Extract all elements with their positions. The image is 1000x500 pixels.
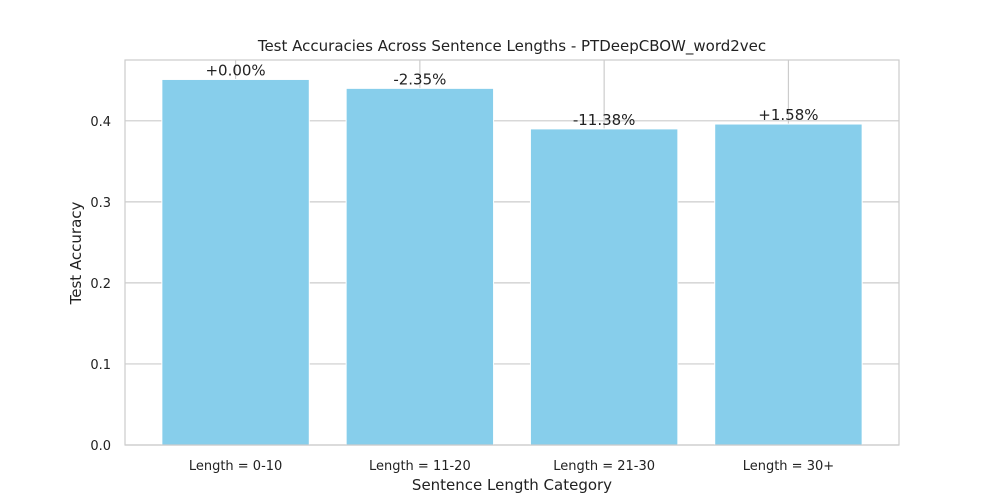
- y-tick-label: 0.2: [90, 277, 111, 292]
- bar-data-label: -2.35%: [393, 70, 446, 88]
- y-tick-label: 0.3: [90, 196, 111, 211]
- bar-data-label: +1.58%: [758, 106, 818, 124]
- x-tick-label: Length = 30+: [743, 459, 834, 474]
- chart-title: Test Accuracies Across Sentence Lengths …: [257, 37, 766, 56]
- y-tick-label: 0.4: [90, 115, 111, 130]
- y-axis-label: Test Accuracy: [67, 201, 85, 305]
- x-tick-label: Length = 0-10: [189, 459, 283, 474]
- x-tick-label: Length = 11-20: [369, 459, 471, 474]
- bar: [530, 129, 677, 445]
- bar: [346, 88, 493, 445]
- bar-data-label: +0.00%: [205, 61, 265, 79]
- bar: [715, 124, 862, 445]
- bar: [162, 79, 309, 445]
- x-axis-label: Sentence Length Category: [412, 476, 612, 494]
- bar-data-label: -11.38%: [573, 111, 636, 129]
- y-tick-label: 0.1: [90, 358, 111, 373]
- bars: [162, 79, 862, 445]
- x-tick-label: Length = 21-30: [553, 459, 655, 474]
- y-tick-label: 0.0: [90, 439, 111, 454]
